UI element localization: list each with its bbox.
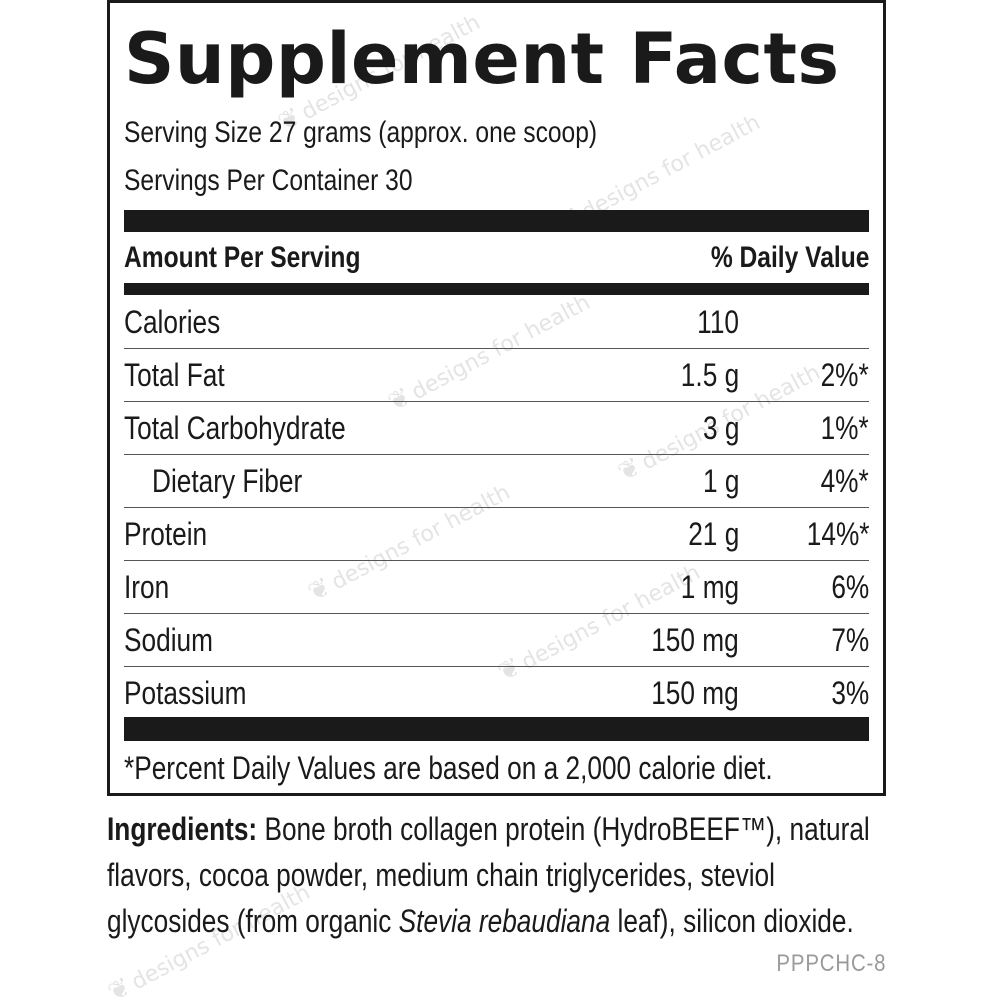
servings-per-container: Servings Per Container 30 [124,164,413,197]
nutrient-amount: 150 mg [651,622,739,658]
ingredients-line-3: glycosides (from organic Stevia rebaudia… [107,903,854,939]
nutrient-name: Dietary Fiber [152,463,303,499]
nutrient-row-total-fat: Total Fat 1.5 g 2%* [124,349,869,402]
daily-value-footnote: *Percent Daily Values are based on a 2,0… [124,750,773,786]
nutrient-daily-value: 14%* [806,516,869,552]
nutrient-daily-value: 7% [831,622,869,658]
thick-divider-bottom [124,717,869,741]
nutrient-name: Sodium [124,622,213,658]
serving-size: Serving Size 27 grams (approx. one scoop… [124,116,598,149]
nutrient-daily-value: 3% [831,675,869,711]
nutrient-amount: 3 g [702,410,739,446]
nutrient-row-iron: Iron 1 mg 6% [124,561,869,614]
nutrient-name: Potassium [124,675,247,711]
ingredients-heading: Ingredients: [107,811,258,847]
medium-divider [124,283,869,295]
nutrient-row-protein: Protein 21 g 14%* [124,508,869,561]
nutrient-name: Total Fat [124,357,225,393]
product-code: PPPCHC-8 [776,950,886,977]
nutrient-name: Protein [124,516,208,552]
nutrient-row-calories: Calories 110 [124,296,869,349]
nutrient-row-potassium: Potassium 150 mg 3% [124,667,869,719]
nutrient-row-sodium: Sodium 150 mg 7% [124,614,869,667]
ingredients-line-2: flavors, cocoa powder, medium chain trig… [107,857,775,893]
nutrient-daily-value: 4%* [820,463,869,499]
nutrient-amount: 110 [697,304,739,340]
ingredients-line-1: Ingredients: Bone broth collagen protein… [107,811,870,847]
table-header: Amount Per Serving % Daily Value [124,237,869,279]
nutrient-amount: 21 g [687,516,739,552]
nutrient-row-total-carbohydrate: Total Carbohydrate 3 g 1%* [124,402,869,455]
stevia-species-name: Stevia rebaudiana [398,903,611,939]
nutrient-name: Iron [124,569,170,605]
nutrient-daily-value: 1%* [820,410,869,446]
thick-divider-top [124,210,869,232]
supplement-facts-panel: Supplement Facts Serving Size 27 grams (… [107,0,886,796]
nutrient-amount: 1 g [702,463,739,499]
nutrient-amount: 1 mg [680,569,739,605]
header-amount-per-serving: Amount Per Serving [124,241,361,274]
header-daily-value: % Daily Value [710,241,869,274]
ingredients-block: Ingredients: Bone broth collagen protein… [107,806,967,944]
nutrient-amount: 150 mg [651,675,739,711]
panel-title: Supplement Facts [124,18,840,100]
nutrient-daily-value: 6% [831,569,869,605]
nutrient-name: Total Carbohydrate [124,410,346,446]
nutrient-daily-value: 2%* [820,357,869,393]
nutrient-amount: 1.5 g [680,357,739,393]
nutrient-row-dietary-fiber: Dietary Fiber 1 g 4%* [124,455,869,508]
nutrient-name: Calories [124,304,221,340]
